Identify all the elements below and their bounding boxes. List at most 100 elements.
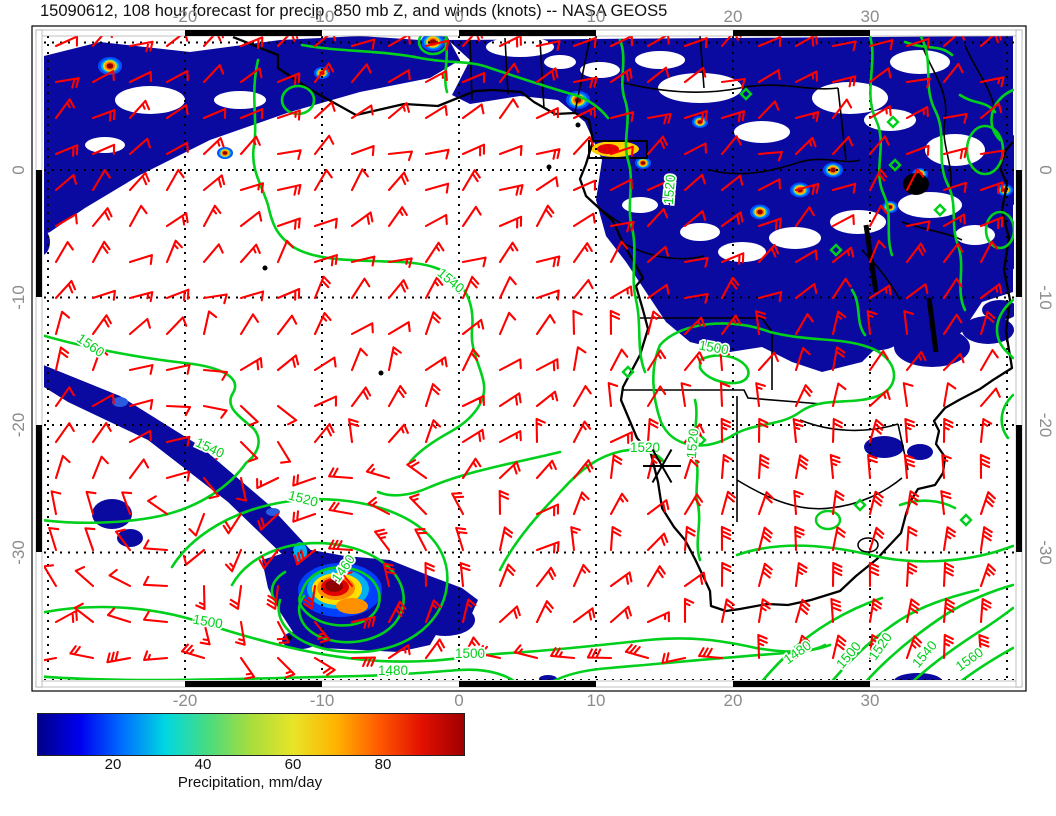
contour-label: 1520: [287, 488, 320, 510]
colorbar-tick-80: 80: [374, 756, 392, 773]
contour-label: 1520: [630, 440, 660, 455]
contour-diamond: [853, 498, 867, 512]
axis-tick-label: -10: [1036, 285, 1055, 310]
wind-barbs: [44, 36, 1005, 680]
contour-diamond: [886, 115, 900, 129]
axis-tick-label: -20: [1036, 413, 1055, 438]
country-border: [504, 37, 509, 95]
country-border: [709, 158, 861, 175]
country-border: [861, 249, 901, 301]
contour-diamond: [933, 203, 947, 217]
height-contour: [850, 288, 867, 337]
height-contour: [761, 596, 884, 680]
marker-layer: [643, 449, 681, 483]
country-border: [539, 39, 545, 109]
wind-barb-layer: [44, 36, 1005, 680]
island-dot: [546, 164, 552, 170]
height-contour: [995, 298, 1014, 360]
lake-victoria: [903, 173, 929, 195]
axis-tick-label: -10: [310, 691, 335, 710]
island-dot: [575, 122, 581, 128]
axis-tick-label: -10: [310, 7, 335, 26]
island-dot: [262, 265, 268, 271]
precip-layer: [44, 36, 1014, 680]
contour-label: 1540: [909, 638, 940, 671]
contour-diamond: [829, 243, 843, 257]
height-contour: [868, 36, 894, 257]
colorbar-label: Precipitation, mm/day: [177, 774, 323, 791]
axis-tick-label: -20: [173, 7, 198, 26]
contour-label: 1480: [378, 663, 408, 678]
plot-title: 15090612, 108 hour forecast for precip, …: [40, 2, 668, 20]
axis-tick-label: 10: [587, 7, 606, 26]
height-contour: [903, 40, 954, 57]
height-contour: [44, 668, 515, 680]
country-border: [585, 195, 623, 225]
axis-tick-label: 30: [861, 7, 880, 26]
height-contour: [735, 544, 1014, 563]
axis-label-layer: -20 -10 0 10 20 30 -20 -10 0 10 20 30 0 -10 -20 -30 0 -10…: [9, 7, 1055, 710]
height-contour: [251, 58, 486, 464]
country-border: [619, 81, 839, 94]
axis-tick-label: -30: [9, 540, 28, 565]
height-contour: [1000, 393, 1014, 440]
colorbar-tick-20: 20: [104, 756, 122, 773]
coastline-layer: [232, 36, 1014, 641]
contour-label: 1560: [74, 331, 107, 361]
precip-colorbar: 20 40 60 80 Precipitation, mm/day: [0, 0, 1056, 791]
country-border: [901, 221, 963, 241]
height-contour: [912, 606, 1014, 680]
height-contour: [44, 334, 260, 525]
country-border: [964, 44, 996, 111]
height-contour: [698, 354, 750, 385]
height-contour: [498, 448, 666, 572]
country-border: [469, 39, 473, 101]
contour-label: 1520: [684, 428, 702, 459]
height-contour: [960, 646, 1014, 680]
contour-diamond: [888, 158, 902, 172]
colorbar-tick-40: 40: [194, 756, 212, 773]
axis-tick-label: 20: [724, 691, 743, 710]
island-dot: [378, 370, 384, 376]
contour-diamond: [621, 365, 635, 379]
height-contour: [898, 499, 957, 510]
axis-tick-label: -10: [9, 285, 28, 310]
contour-label: 1500: [192, 612, 224, 632]
axis-tick-label: 0: [1036, 165, 1055, 174]
country-border: [699, 36, 705, 89]
contour-label: 1520: [661, 174, 679, 205]
contour-label: 1500: [455, 646, 485, 661]
height-contour: [831, 588, 980, 680]
contour-label: 1540: [435, 265, 468, 296]
axis-tick-label: 10: [587, 691, 606, 710]
axis-tick-label: 0: [454, 7, 463, 26]
height-contour: [652, 322, 896, 447]
contour-diamond: [739, 87, 753, 101]
height-contour: [552, 643, 832, 680]
country-border: [919, 39, 952, 191]
axis-tick-label: 20: [724, 7, 743, 26]
asterisk-marker: [651, 449, 673, 483]
country-border: [837, 87, 847, 161]
contour-diamond: [693, 433, 707, 447]
country-border: [799, 419, 899, 432]
axis-tick-label: 0: [454, 691, 463, 710]
axis-tick-label: -20: [9, 413, 28, 438]
height-contour: [300, 43, 610, 120]
country-border: [736, 477, 903, 510]
africa-coastline: [232, 36, 1014, 613]
contour-label: 1500: [698, 338, 730, 358]
map-frame: [31, 25, 1027, 692]
axis-tick-label: -20: [173, 691, 198, 710]
colorbar-gradient: [37, 713, 465, 756]
lake-malawi: [926, 297, 939, 353]
height-contour: [990, 88, 1014, 142]
axis-tick-label: 0: [9, 165, 28, 174]
colorbar-tick-60: 60: [284, 756, 302, 773]
height-contour: [376, 450, 562, 497]
height-contour: [618, 38, 647, 374]
